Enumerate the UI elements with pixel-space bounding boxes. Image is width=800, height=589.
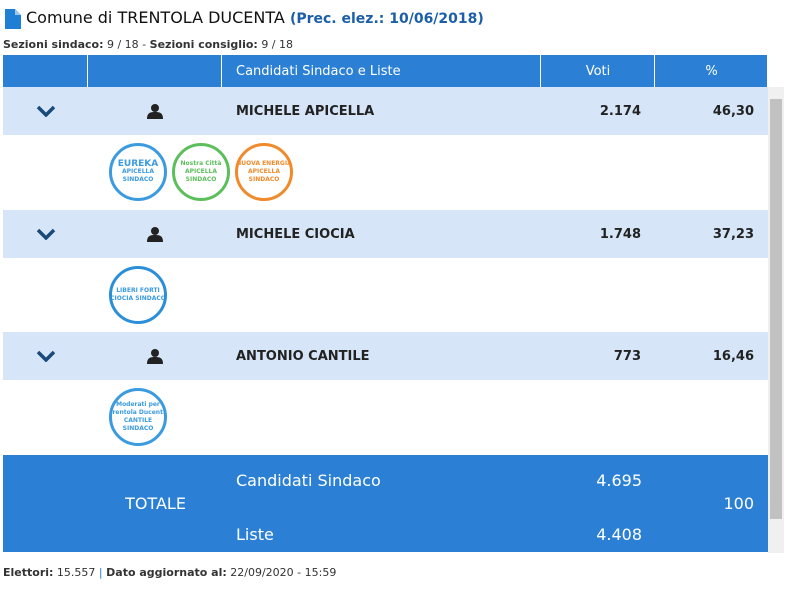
- header-cell: [655, 55, 768, 87]
- logo-text: APICELLA: [247, 168, 281, 175]
- candidate-name: ANTONIO CANTILE: [236, 348, 370, 364]
- lists-row: Moderati per Trentola Ducenta CANTILE SINDA…: [3, 380, 768, 456]
- total-row: TOTALE Candidati Sindaco 4.695 Liste 4.408 10…: [3, 455, 768, 552]
- lists-votes: 4.408: [596, 525, 642, 544]
- person-icon: [88, 87, 222, 135]
- person-icon: [88, 210, 222, 258]
- candidate-row: ANTONIO CANTILE 773 16,46: [3, 332, 768, 380]
- header-cell: [222, 55, 541, 87]
- value: 9 / 18: [106, 38, 139, 51]
- doc-icon: [5, 9, 21, 29]
- label: Elettori:: [3, 566, 54, 579]
- total-percent: 100: [723, 494, 754, 513]
- logo-text: Moderati per: [116, 401, 160, 408]
- logo-text: NUOVA ENERGIA: [236, 160, 292, 167]
- expand-toggle[interactable]: [3, 210, 88, 258]
- separator: |: [98, 566, 103, 579]
- title: Comune di TRENTOLA DUCENTA (Prec. elez.:…: [26, 8, 484, 27]
- value: 15.557: [56, 566, 96, 579]
- label: Dato aggiornato al:: [106, 566, 227, 579]
- total-label: TOTALE: [125, 494, 186, 513]
- logo-text: Nostra Città: [180, 160, 222, 167]
- separator: -: [142, 38, 147, 51]
- person-icon: [88, 332, 222, 380]
- label: Sezioni consiglio:: [149, 38, 258, 51]
- logo-text: CIOCIA SINDACO: [110, 295, 166, 302]
- candidate-name: MICHELE APICELLA: [236, 103, 375, 119]
- list-logo: Nostra Città APICELLA SINDACO: [172, 143, 230, 201]
- value: 22/09/2020 - 15:59: [230, 566, 337, 579]
- list-logo: Moderati per Trentola Ducenta CANTILE SINDA…: [109, 388, 167, 446]
- lists-label: Liste: [236, 525, 274, 544]
- percent: 37,23: [712, 226, 754, 242]
- header-cell: [541, 55, 655, 87]
- commune-name: Comune di TRENTOLA DUCENTA: [26, 8, 285, 27]
- logo-text: SINDACO: [122, 176, 154, 183]
- logo-text: SINDACO: [122, 425, 154, 432]
- value: 9 / 18: [261, 38, 294, 51]
- lists-row: LIBERI FORTI CIOCIA SINDACO: [3, 258, 768, 333]
- logo-text: EUREKA: [117, 159, 159, 169]
- column-header: Candidati Sindaco e Liste: [236, 63, 401, 79]
- candidate-row: MICHELE CIOCIA 1.748 37,23: [3, 210, 768, 258]
- label: Sezioni sindaco:: [3, 38, 104, 51]
- logo-text: LIBERI FORTI: [116, 287, 160, 294]
- logo-text: SINDACO: [185, 176, 217, 183]
- list-logo: NUOVA ENERGIA APICELLA SINDACO: [235, 143, 293, 201]
- votes: 2.174: [599, 103, 641, 119]
- logo-text: Trentola Ducenta: [109, 409, 167, 416]
- lists-row: EUREKA APICELLA SINDACO Nostra Città APICELL…: [3, 135, 768, 211]
- logo-text: APICELLA: [121, 168, 155, 175]
- percent: 46,30: [712, 103, 754, 119]
- votes: 773: [613, 348, 641, 364]
- candidate-row: MICHELE APICELLA 2.174 46,30: [3, 87, 768, 135]
- expand-toggle[interactable]: [3, 332, 88, 380]
- list-logo: LIBERI FORTI CIOCIA SINDACO: [109, 266, 167, 324]
- header-cell: [3, 55, 88, 87]
- header-cell: [88, 55, 222, 87]
- votes: 1.748: [599, 226, 641, 242]
- column-header: %: [705, 63, 718, 79]
- table-header: Candidati Sindaco e Liste Voti%: [3, 55, 768, 87]
- logo-text: SINDACO: [248, 176, 280, 183]
- expand-toggle[interactable]: [3, 87, 88, 135]
- candidates-votes: 4.695: [596, 471, 642, 490]
- logo-text: CANTILE: [123, 417, 153, 424]
- sections: Sezioni sindaco: 9 / 18 - Sezioni consig…: [3, 38, 293, 51]
- candidate-name: MICHELE CIOCIA: [236, 226, 355, 242]
- list-logo: EUREKA APICELLA SINDACO: [109, 143, 167, 201]
- previous-election: (Prec. elez.: 10/06/2018): [289, 11, 484, 27]
- percent: 16,46: [712, 348, 754, 364]
- column-header: Voti: [585, 63, 611, 79]
- scrollbar[interactable]: [768, 87, 784, 553]
- candidates-label: Candidati Sindaco: [236, 471, 381, 490]
- logo-text: APICELLA: [184, 168, 218, 175]
- footer: Elettori: 15.557 | Dato aggiornato al: 2…: [3, 566, 336, 579]
